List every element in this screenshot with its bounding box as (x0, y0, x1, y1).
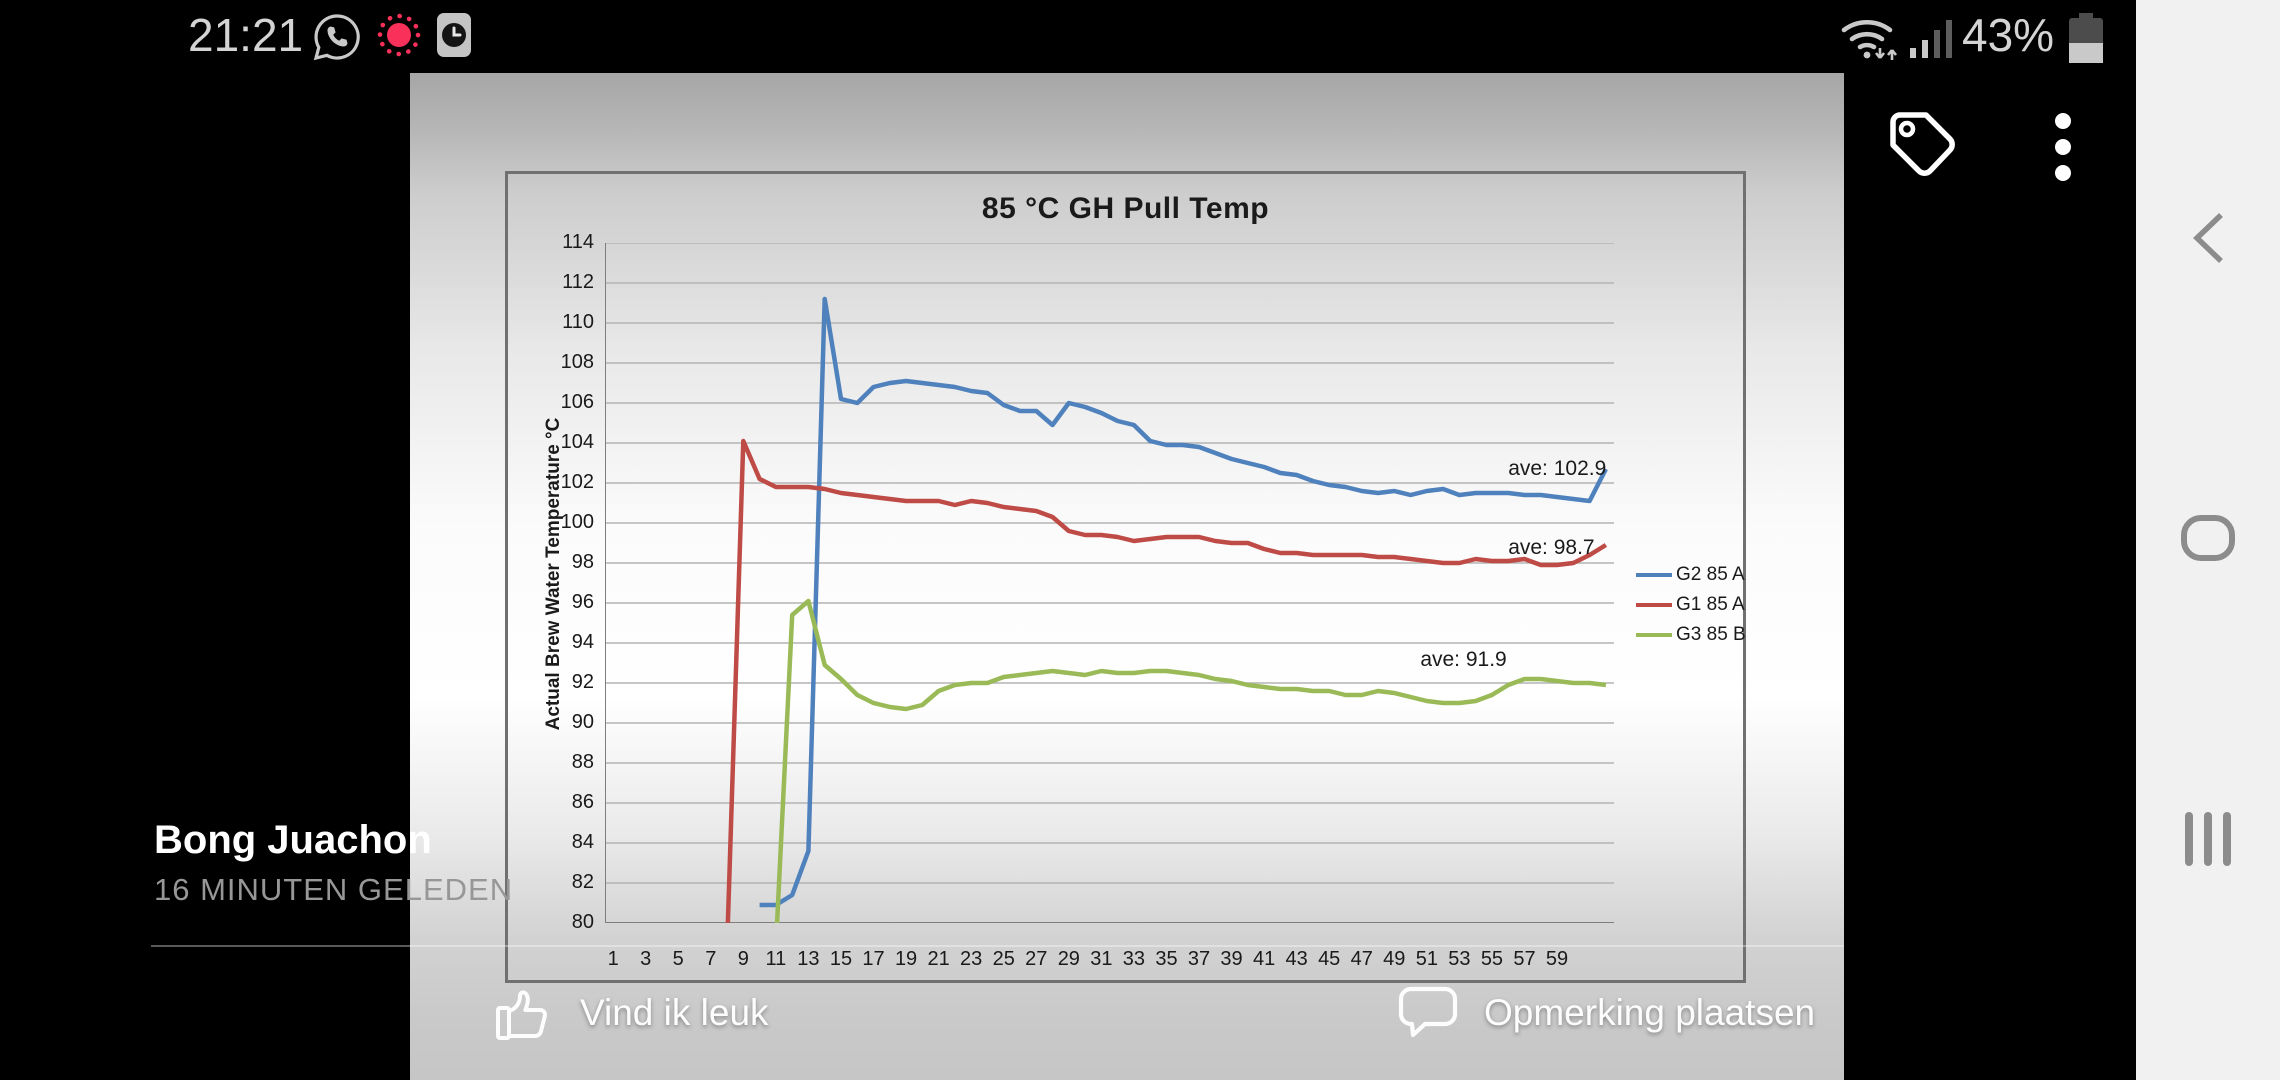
legend-label: G2 85 A (1676, 564, 1745, 585)
y-tick-label: 96 (571, 591, 594, 613)
y-tick-label: 114 (562, 231, 594, 253)
x-tick-label: 45 (1318, 948, 1341, 970)
comment-bubble-icon (1398, 986, 1458, 1038)
x-tick-label: 21 (927, 948, 950, 970)
x-tick-label: 55 (1480, 948, 1504, 970)
series-line (725, 438, 1608, 923)
home-button[interactable] (2136, 478, 2280, 598)
average-annotation: ave: 102.9 (1508, 457, 1607, 480)
x-tick-label: 19 (894, 948, 918, 970)
plot-area: ave: 102.9 ave: 98.7 ave: 91.9 (605, 243, 1614, 923)
legend-item: G1 85 A (1636, 590, 1746, 620)
clock-badge-icon (437, 13, 471, 57)
x-tick-label: 7 (705, 948, 717, 970)
android-nav-bar (2136, 0, 2280, 1080)
tag-icon[interactable] (1882, 106, 1958, 182)
chart-title: 85 °C GH Pull Temp (981, 192, 1270, 225)
back-button[interactable] (2136, 178, 2280, 298)
legend-label: G1 85 A (1676, 594, 1745, 615)
y-tick-label: 90 (571, 711, 594, 733)
battery-percent: 43% (1962, 9, 2055, 61)
y-tick-label: 108 (560, 351, 594, 373)
x-tick-label: 53 (1448, 948, 1471, 970)
legend-item: G3 85 B (1636, 620, 1746, 650)
x-tick-label: 13 (797, 948, 820, 970)
plot-canvas (605, 243, 1614, 923)
y-tick-label: 80 (571, 911, 594, 933)
legend-line-swatch (1636, 603, 1672, 607)
x-tick-label: 23 (960, 948, 983, 970)
legend-line-swatch (1636, 573, 1672, 577)
y-tick-label: 84 (571, 831, 594, 853)
x-tick-label: 15 (829, 948, 853, 970)
y-tick-label: 92 (571, 671, 594, 693)
back-icon (2193, 213, 2223, 263)
x-tick-label: 1 (607, 948, 619, 970)
legend-label: G3 85 B (1676, 624, 1746, 645)
x-tick-label: 41 (1252, 948, 1276, 970)
comment-button[interactable]: Opmerking plaatsen (1396, 982, 1815, 1044)
chart: 85 °C GH Pull Temp Actual Brew Water Tem… (505, 171, 1746, 983)
signal-icon (1910, 20, 1952, 58)
wifi-icon (1841, 19, 1898, 60)
x-tick-label: 25 (992, 948, 1015, 970)
x-tick-label: 49 (1383, 948, 1406, 970)
legend-item: G2 85 A (1636, 560, 1746, 590)
y-tick-label: 104 (560, 431, 594, 453)
series-line (759, 296, 1608, 908)
x-tick-label: 27 (1025, 948, 1048, 970)
divider-line (151, 945, 1844, 947)
thumbs-up-icon (496, 990, 547, 1040)
more-menu-icon[interactable] (2048, 106, 2078, 188)
series-line (774, 598, 1607, 923)
y-tick-label: 94 (571, 631, 594, 653)
whatsapp-icon (313, 14, 360, 61)
y-tick-label: 98 (571, 551, 594, 573)
y-tick-label: 100 (560, 511, 594, 533)
like-button[interactable]: Vind ik leuk (492, 982, 769, 1044)
x-tick-label: 57 (1513, 948, 1536, 970)
x-tick-label: 31 (1090, 948, 1113, 970)
x-tick-label: 9 (737, 948, 749, 970)
y-tick-label: 88 (571, 751, 594, 773)
legend-line-swatch (1636, 633, 1672, 637)
recents-icon (2185, 812, 2231, 866)
y-tick-label: 110 (562, 311, 594, 333)
recents-button[interactable] (2136, 779, 2280, 899)
x-tick-label: 33 (1122, 948, 1146, 970)
screen-record-icon (377, 13, 421, 57)
battery-icon (2069, 13, 2103, 63)
x-tick-label: 51 (1415, 948, 1438, 970)
x-tick-label: 59 (1545, 948, 1569, 970)
x-tick-label: 47 (1350, 948, 1373, 970)
comment-label: Opmerking plaatsen (1484, 992, 1816, 1033)
x-tick-label: 43 (1285, 948, 1308, 970)
x-tick-label: 17 (862, 948, 885, 970)
like-label: Vind ik leuk (580, 992, 769, 1033)
y-tick-label: 106 (560, 391, 594, 413)
clock-time: 21:21 (188, 9, 304, 61)
x-tick-label: 29 (1057, 948, 1080, 970)
average-annotation: ave: 91.9 (1420, 648, 1507, 671)
post-timestamp: 16 MINUTEN GELEDEN (154, 872, 514, 907)
home-icon (2181, 515, 2235, 561)
x-tick-label: 39 (1220, 948, 1243, 970)
chart-legend: G2 85 A G1 85 A G3 85 B (1636, 560, 1746, 650)
photo-attachment[interactable]: 85 °C GH Pull Temp Actual Brew Water Tem… (410, 73, 1844, 1080)
post-author[interactable]: Bong Juachon (154, 818, 432, 862)
x-tick-label: 35 (1155, 948, 1178, 970)
y-tick-label: 86 (571, 791, 594, 813)
x-tick-label: 37 (1187, 948, 1211, 970)
y-tick-label: 82 (571, 871, 594, 893)
x-tick-label: 5 (672, 948, 684, 970)
average-annotation: ave: 98.7 (1508, 536, 1595, 559)
x-tick-label: 11 (765, 948, 787, 970)
y-tick-label: 102 (560, 471, 594, 493)
status-bar: 21:21 43% (0, 0, 2280, 73)
x-tick-label: 3 (640, 948, 652, 970)
y-tick-label: 112 (562, 271, 594, 293)
